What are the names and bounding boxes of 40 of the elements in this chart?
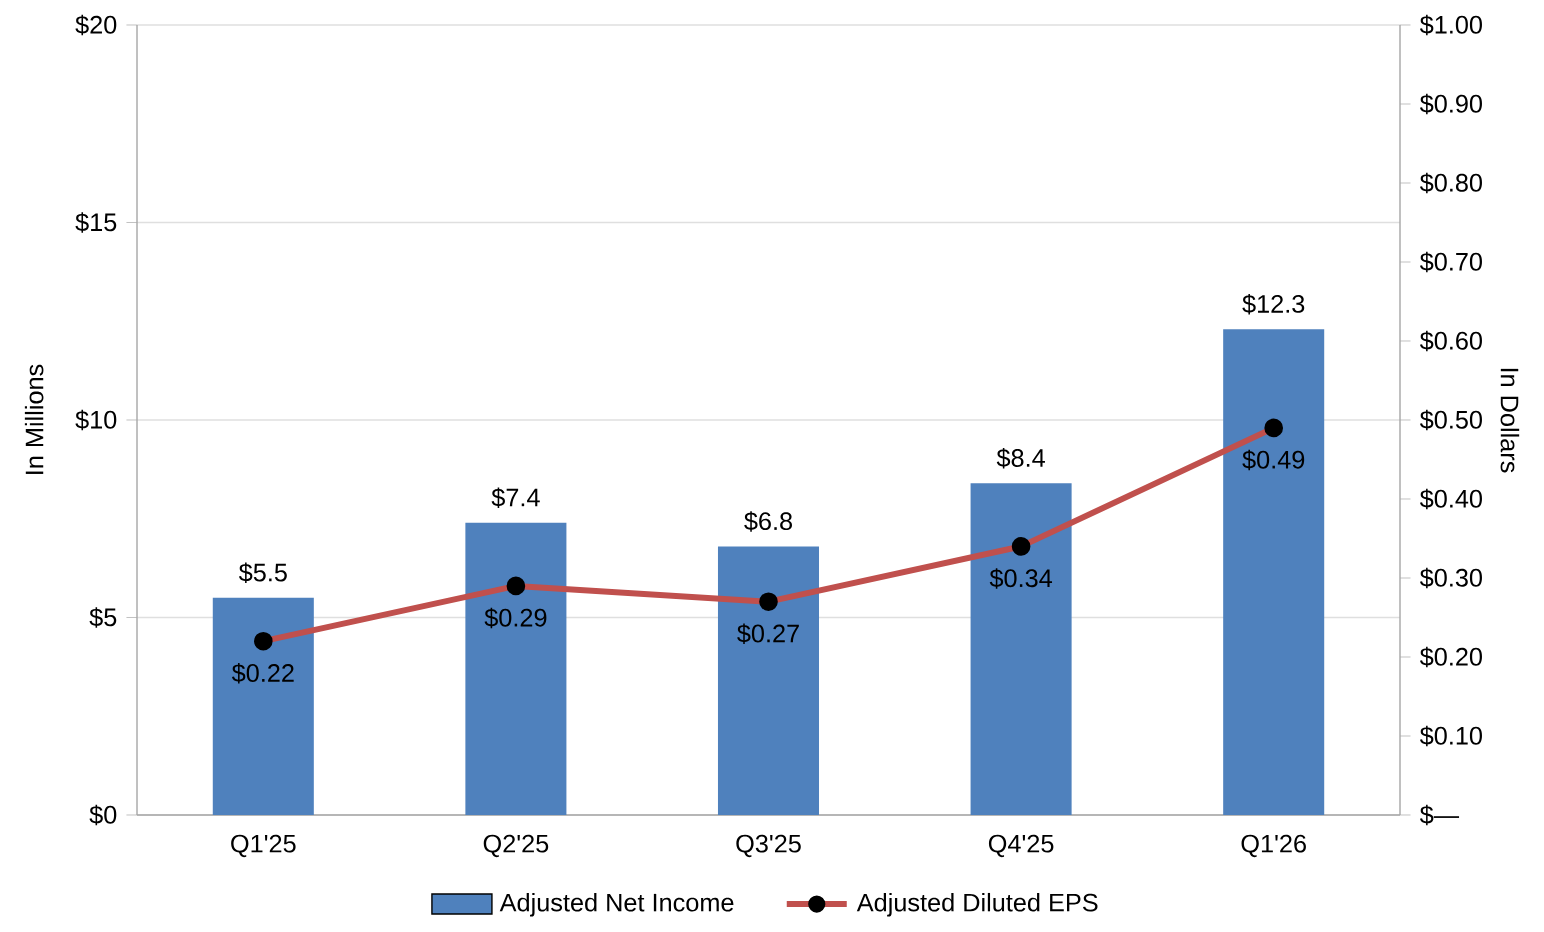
y2-tick-label: $1.00: [1419, 14, 1482, 36]
y2-tick-label: $0.50: [1419, 409, 1482, 431]
y2-tick-label: $0.40: [1419, 488, 1482, 510]
y2-tick-label: $0.80: [1419, 172, 1482, 194]
bar: [970, 483, 1072, 815]
y2-tick-label: $0.30: [1419, 567, 1482, 589]
x-tick-label: Q2'25: [483, 834, 549, 858]
x-tick-label: Q1'25: [231, 834, 296, 858]
bar: [1223, 329, 1325, 815]
data-label: $7.4: [491, 487, 540, 508]
y-axis-title: In Millions: [24, 364, 44, 474]
y-tick-label: $5: [89, 607, 117, 628]
data-label: $5.5: [238, 562, 287, 583]
data-label: $0.49: [1242, 449, 1305, 471]
legend-label: Adjusted Net Income: [499, 892, 734, 917]
x-tick-label: Q1'26: [1241, 834, 1306, 858]
y2-tick-label: $0.60: [1419, 330, 1482, 352]
data-label: $8.4: [996, 447, 1045, 469]
bar: [717, 546, 820, 815]
data-label: $0.27: [737, 623, 799, 644]
y2-tick-label: $—: [1419, 804, 1460, 826]
data-label: $0.34: [989, 568, 1053, 589]
y2-tick-label: $0.70: [1419, 251, 1482, 273]
y2-tick-label: $0.90: [1419, 93, 1482, 115]
y2-tick-label: $0.10: [1419, 725, 1482, 747]
data-label: $6.8: [744, 511, 792, 532]
y-tick-label: $10: [75, 409, 117, 431]
y-tick-label: $20: [75, 14, 117, 36]
y-tick-label: $15: [75, 212, 117, 233]
data-label: $0.29: [484, 607, 547, 629]
y2-tick-label: $0.20: [1419, 646, 1482, 668]
y2-axis-title: In Dollars: [1500, 368, 1520, 473]
x-tick-label: Q3'25: [736, 834, 801, 858]
bar: [465, 522, 567, 815]
x-tick-label: Q4'25: [988, 834, 1054, 858]
data-label: $12.3: [1242, 293, 1305, 315]
legend-label: Adjusted Diluted EPS: [856, 892, 1098, 917]
bar: [212, 597, 314, 815]
data-label: $0.22: [231, 662, 294, 684]
y-tick-label: $0: [89, 804, 117, 826]
